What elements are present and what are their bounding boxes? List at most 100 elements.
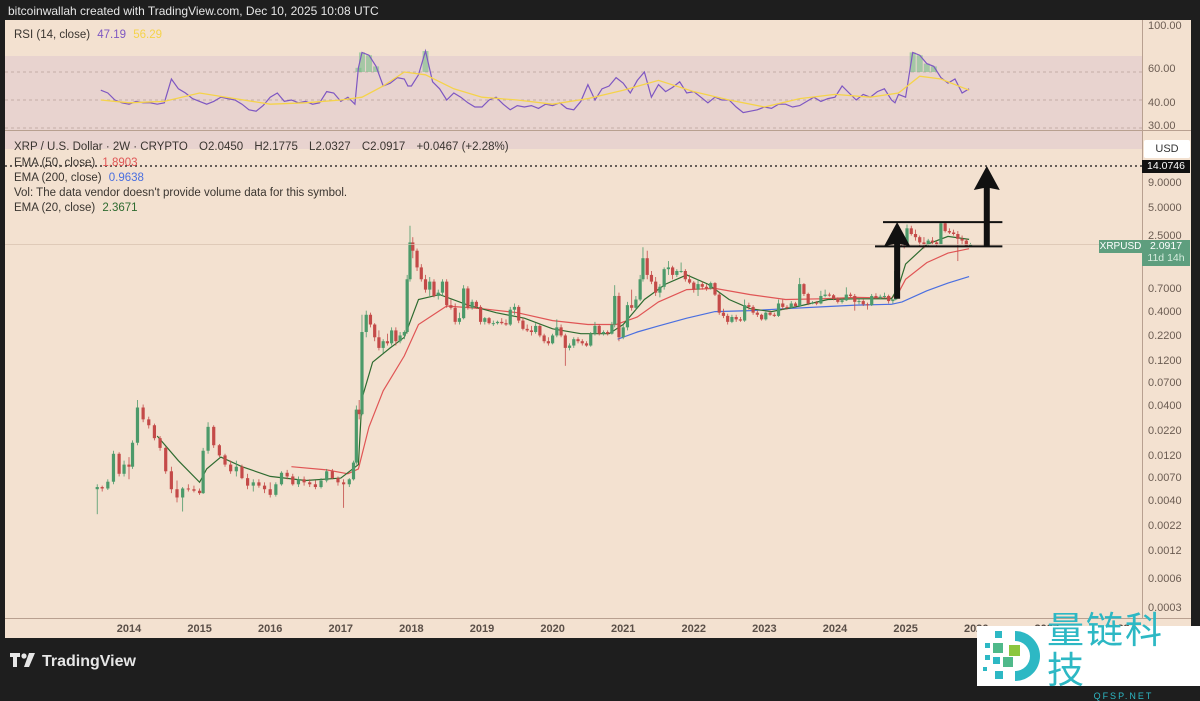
tradingview-logo[interactable]: TradingView [10,653,136,671]
candle-body [696,284,700,290]
candle-body [201,450,205,494]
price-tick: 0.1200 [1148,355,1182,368]
candle-body [302,479,306,483]
ema50-legend[interactable]: EMA (50, close) 1.8903 [14,157,138,169]
time-tick: 2021 [610,623,636,635]
ema20-legend[interactable]: EMA (20, close) 2.3671 [14,202,138,214]
candle-body [713,283,717,295]
candle-body [606,332,610,334]
candle-body [658,286,662,293]
candle-body [617,295,621,338]
target-price-label: 14.0746 [1142,160,1190,173]
time-tick: 2019 [469,623,495,635]
candle-body [432,281,436,296]
candle-body [793,303,798,307]
candle-body [743,305,747,321]
time-tick: 2022 [681,623,707,635]
candle-body [654,281,658,293]
candle-body [806,293,810,304]
candle-body [478,306,483,322]
candle-body [308,482,312,485]
candle-body [870,295,874,306]
candle-body [147,419,151,426]
candle-body [354,409,358,463]
rsi-ma-value: 56.29 [133,29,163,41]
ema200-label: EMA (200, close) [14,172,102,184]
candle-body [319,480,323,488]
candle-body [709,283,713,289]
price-tick: 0.0022 [1148,519,1182,532]
candle-body [956,234,960,239]
rsi-ma-line [100,71,970,108]
candle-body [634,299,638,308]
candle-body [692,282,696,290]
ema200-line [617,276,970,340]
candle-body [411,242,415,251]
ema20-label: EMA (20, close) [14,202,96,214]
last-price: 2.0917 [1149,240,1183,252]
candle-body [445,281,449,306]
candle-body [675,270,679,275]
candle-body [730,316,734,322]
candle-body [922,242,926,245]
candle-body [865,304,870,306]
candle-body [240,466,244,479]
candle-body [127,464,131,467]
price-tick: 0.0400 [1148,400,1182,413]
ema50-label: EMA (50, close) [14,157,96,169]
candle-body [755,312,759,315]
arrow-up-icon[interactable] [884,222,911,299]
candle-body [776,303,781,316]
price-tick: 0.0070 [1148,472,1182,485]
candle-body [935,242,939,245]
candle-body [313,484,317,488]
ema200-legend[interactable]: EMA (200, close) 0.9638 [14,172,144,184]
price-tick: 0.0120 [1148,450,1182,463]
bar-countdown: 11d 14h [1147,252,1185,264]
price-axis-divider [1142,20,1143,618]
candle-body [844,294,848,301]
currency-selector[interactable]: USD [1144,140,1190,158]
time-tick: 2023 [752,623,777,635]
candle-body [390,330,394,344]
candle-body [217,445,221,456]
candle-body [768,312,772,315]
price-tick: 0.0220 [1148,425,1182,438]
symbol-tag: XRPUSD [1099,240,1142,253]
candle-body [234,466,238,472]
candle-body [512,306,517,310]
candle-body [913,234,918,238]
symbol-legend[interactable]: XRP / U.S. Dollar · 2W · CRYPTO O2.0450 … [14,141,509,153]
candle-body [630,305,634,308]
candle-body [947,231,951,233]
rsi-pane-divider[interactable] [5,130,1191,131]
time-tick: 2018 [399,623,424,635]
arrow-up-icon[interactable] [973,166,1000,247]
candle-body [610,324,614,334]
candle-body [751,306,755,313]
candle-body [449,305,453,308]
rsi-legend[interactable]: RSI (14, close) 47.19 56.29 [14,29,162,41]
ema200-value: 0.9638 [108,172,144,184]
price-tick: 0.4000 [1148,305,1182,318]
chart-canvas[interactable] [0,0,1200,686]
candle-body [687,279,692,283]
candle-body [504,323,508,325]
candle-body [717,294,721,313]
attribution-text: bitcoinwallah created with TradingView.c… [8,4,379,18]
candle-body [810,302,815,304]
candle-body [802,284,806,294]
candle-body [613,295,617,325]
volume-legend[interactable]: Vol: The data vendor doesn't provide vol… [14,187,347,199]
tradingview-wordmark: TradingView [42,653,136,670]
candle-body [874,295,878,299]
candle-body [336,478,340,483]
rsi-tick-40: 40.00 [1148,97,1176,109]
candle-body [836,298,840,302]
candle-body [662,269,666,287]
candle-body [968,244,973,246]
candle-body [546,341,550,344]
candle-body [529,330,534,333]
candle-body [408,242,412,280]
price-tick: 0.0006 [1148,573,1182,586]
